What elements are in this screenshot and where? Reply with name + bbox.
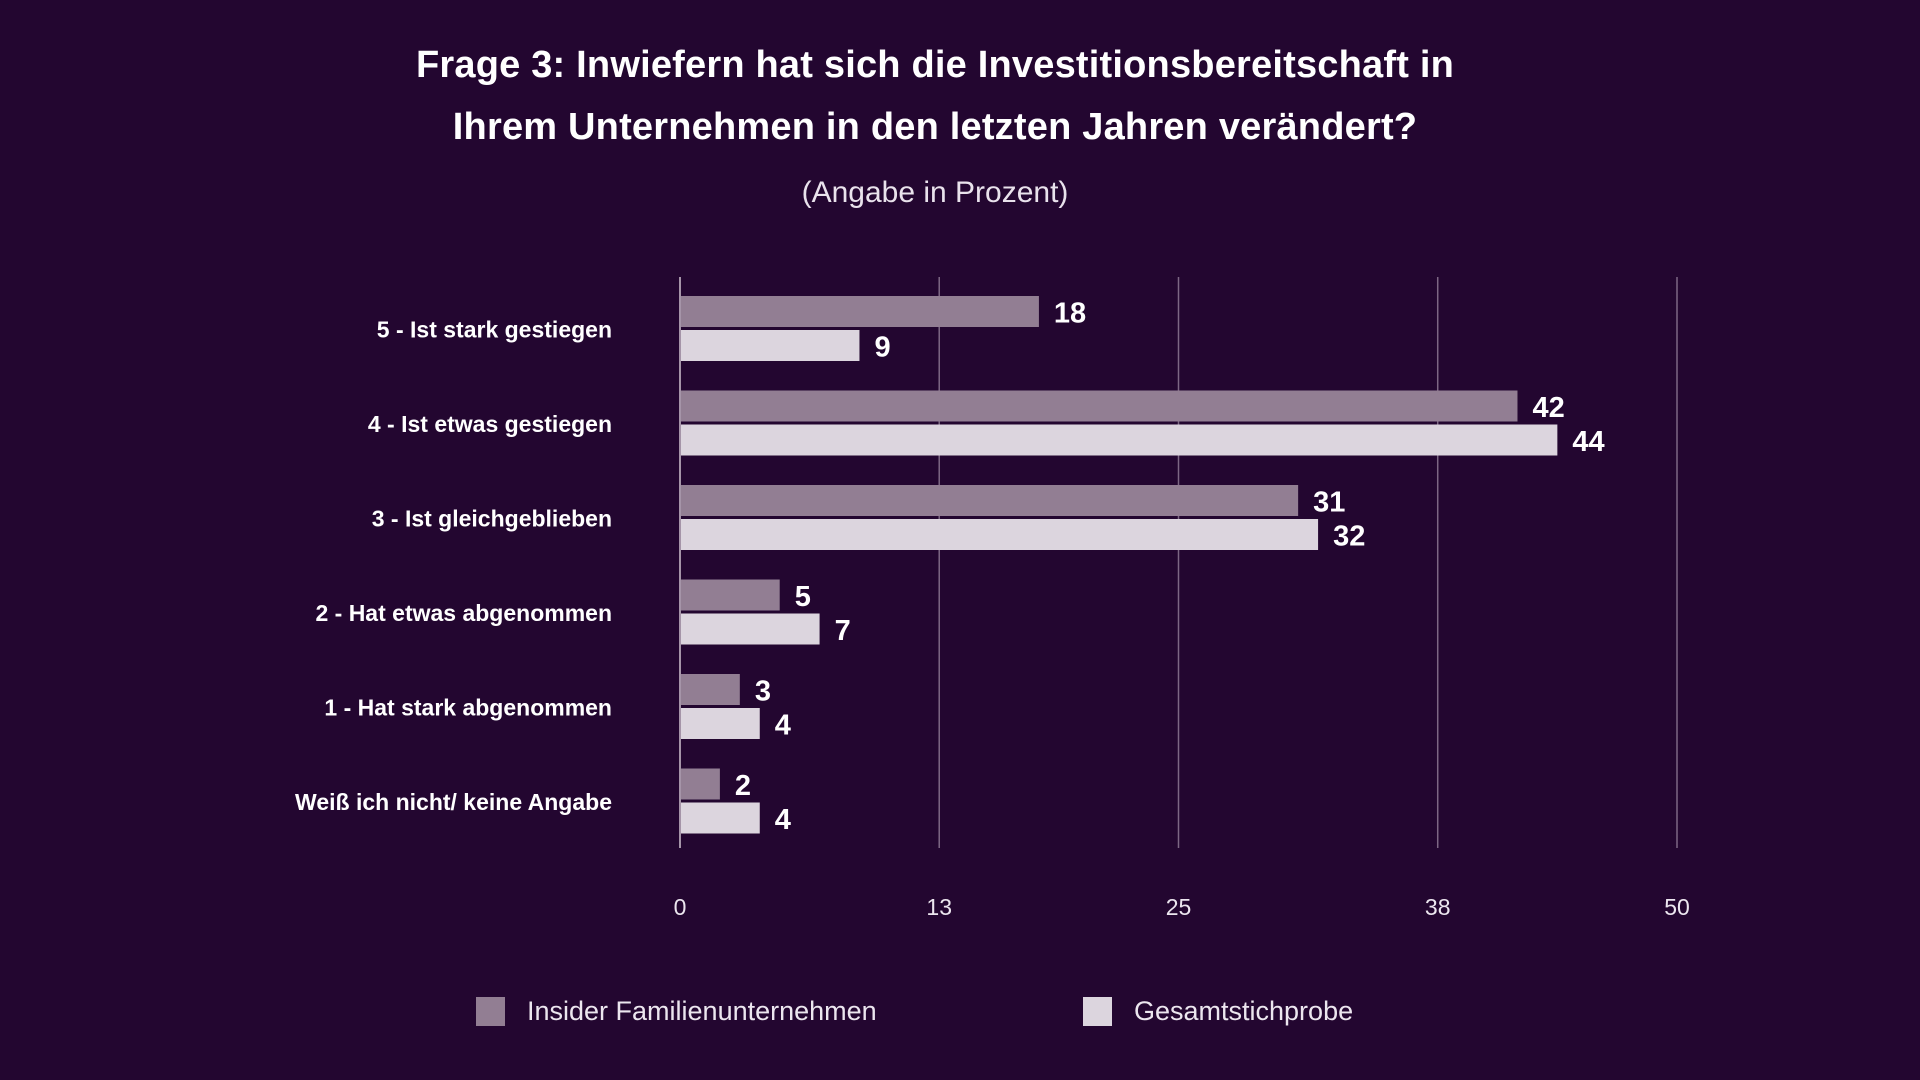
legend-item-insider: Insider Familienunternehmen (476, 996, 877, 1027)
bar-gesamt (680, 613, 820, 645)
data-label: 9 (874, 332, 890, 364)
data-label: 2 (735, 770, 751, 802)
legend-swatch-insider (476, 997, 505, 1026)
data-label: 4 (775, 710, 791, 742)
category-label: 3 - Ist gleichgeblieben (372, 506, 612, 532)
x-tick-label: 13 (926, 894, 952, 920)
bar-gesamt (680, 330, 860, 361)
legend-label-gesamt: Gesamtstichprobe (1134, 996, 1354, 1026)
data-label: 42 (1532, 392, 1564, 424)
data-label: 3 (755, 676, 771, 708)
chart-subtitle: (Angabe in Prozent) (801, 176, 1069, 209)
category-label: 1 - Hat stark abgenommen (324, 695, 612, 721)
x-tick-label: 38 (1425, 894, 1451, 920)
category-label: 5 - Ist stark gestiegen (377, 317, 612, 343)
bar-insider (680, 768, 720, 800)
legend-label-insider: Insider Familienunternehmen (527, 996, 877, 1026)
legend-item-gesamt: Gesamtstichprobe (1083, 996, 1353, 1027)
bar-insider (680, 296, 1039, 327)
x-tick-label: 50 (1664, 894, 1690, 920)
bar-gesamt (680, 424, 1558, 456)
data-label: 44 (1572, 426, 1604, 458)
category-label: Weiß ich nicht/ keine Angabe (295, 789, 612, 815)
bar-insider (680, 674, 740, 705)
bar-gesamt (680, 802, 760, 834)
data-label: 31 (1313, 487, 1345, 519)
bar-gesamt (680, 708, 760, 739)
chart-title-line-1: Frage 3: Inwiefern hat sich die Investit… (415, 44, 1455, 86)
bar-insider (680, 390, 1518, 422)
x-tick-label: 25 (1166, 894, 1192, 920)
bar-insider (680, 579, 780, 611)
chart-title-line-2: Ihrem Unternehmen in den letzten Jahren … (452, 106, 1418, 148)
bar-insider (680, 485, 1299, 516)
category-label: 4 - Ist etwas gestiegen (368, 411, 612, 437)
data-label: 7 (835, 615, 851, 647)
x-tick-label: 0 (674, 894, 687, 920)
data-label: 18 (1054, 298, 1086, 330)
data-label: 4 (775, 804, 791, 836)
legend-swatch-gesamt (1083, 997, 1112, 1026)
category-label: 2 - Hat etwas abgenommen (315, 600, 612, 626)
data-label: 5 (795, 581, 811, 613)
bar-gesamt (680, 519, 1319, 550)
data-label: 32 (1333, 521, 1365, 553)
